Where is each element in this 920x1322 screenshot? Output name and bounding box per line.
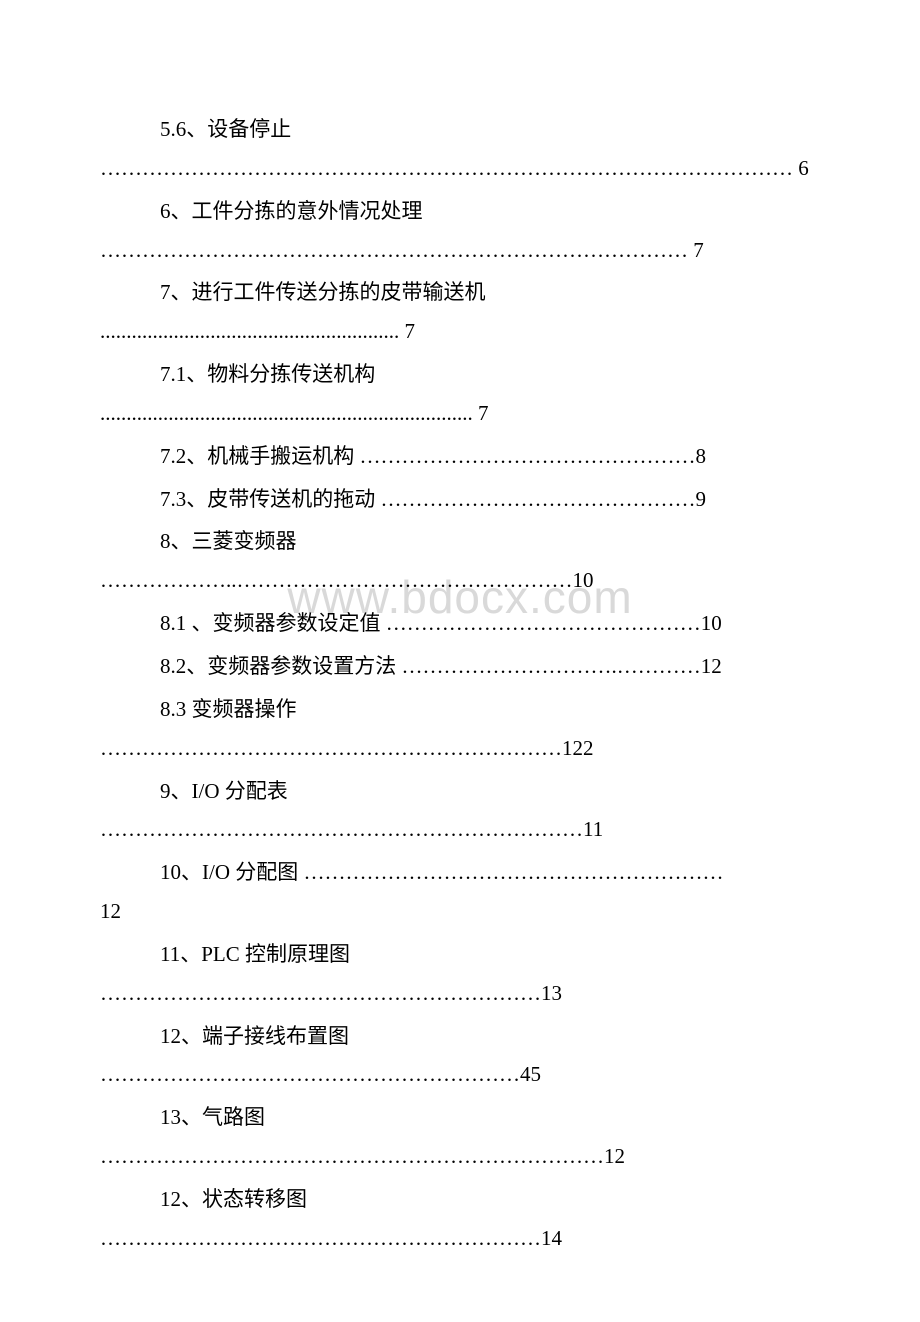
toc-entry: 7.3、皮带传送机的拖动 ………………………………………9: [100, 480, 820, 519]
toc-page: 12: [701, 654, 722, 678]
toc-leader: ………………………………………………………………………………………: [100, 156, 793, 180]
toc-title: 6、工件分拣的意外情况处理: [100, 192, 820, 231]
toc-page: 122: [562, 736, 594, 760]
toc-entry: 8.2、变频器参数设置方法 ………………………….…………12: [100, 647, 820, 686]
toc-page: 14: [541, 1226, 562, 1250]
toc-page: 12: [100, 899, 121, 923]
toc-page: 8: [696, 444, 707, 468]
toc-title: 12、端子接线布置图: [100, 1017, 820, 1056]
toc-leader: ………………………….…………: [402, 654, 701, 678]
toc-leader: ……………………………………………………: [304, 860, 724, 884]
toc-page: 7: [688, 238, 704, 262]
toc-leader: ………………………………………: [381, 487, 696, 511]
toc-title: 7.2、机械手搬运机构: [100, 444, 360, 468]
toc-page: 10: [573, 568, 594, 592]
toc-entry: 5.6、设备停止 ……………………………………………………………………………………: [100, 110, 820, 188]
toc-page: 11: [583, 817, 603, 841]
toc-leader: ........................................…: [100, 401, 473, 425]
toc-page: 12: [604, 1144, 625, 1168]
page-content: 5.6、设备停止 ……………………………………………………………………………………: [0, 0, 920, 1322]
toc-leader: …………………………………………………………: [100, 736, 562, 760]
toc-page: 10: [701, 611, 722, 635]
toc-title: 10、I/O 分配图: [100, 860, 304, 884]
toc-title: 7、进行工件传送分拣的皮带输送机: [100, 273, 820, 312]
toc-title: 8、三菱变频器: [100, 522, 820, 561]
toc-page: 13: [541, 981, 562, 1005]
toc-leader: ………………………………………: [386, 611, 701, 635]
toc-leader: …………………………………………: [360, 444, 696, 468]
toc-entry: 9、I/O 分配表 ……………………………………………………………11: [100, 772, 820, 850]
toc-entry: 6、工件分拣的意外情况处理 ………………………………………………………………………: [100, 192, 820, 270]
toc-entry: 11、PLC 控制原理图 ………………………………………………………13: [100, 935, 820, 1013]
toc-entry: 8、三菱变频器 ………………..…………………………………………10: [100, 522, 820, 600]
toc-entry: 7、进行工件传送分拣的皮带输送机 .......................…: [100, 273, 820, 351]
toc-leader: ………………..…………………………………………: [100, 568, 573, 592]
toc-entry: 7.2、机械手搬运机构 …………………………………………8: [100, 437, 820, 476]
toc-entry: 8.1 、变频器参数设定值 ………………………………………10: [100, 604, 820, 643]
toc-leader: ………………………………………………………: [100, 1226, 541, 1250]
toc-title: 5.6、设备停止: [100, 110, 820, 149]
toc-title: 8.2、变频器参数设置方法: [100, 654, 402, 678]
toc-title: 9、I/O 分配表: [100, 772, 820, 811]
toc-page: 7: [473, 401, 489, 425]
toc-entry: 10、I/O 分配图 …………………………………………………… 12: [100, 853, 820, 931]
toc-entry: 12、状态转移图 ………………………………………………………14: [100, 1180, 820, 1258]
toc-title: 8.1 、变频器参数设定值: [100, 611, 386, 635]
toc-entry: 12、端子接线布置图 ……………………………………………………45: [100, 1017, 820, 1095]
toc-title: 12、状态转移图: [100, 1180, 820, 1219]
toc-title: 7.1、物料分拣传送机构: [100, 355, 820, 394]
toc-title: 7.3、皮带传送机的拖动: [100, 487, 381, 511]
toc-entry: 8.3 变频器操作 …………………………………………………………122: [100, 690, 820, 768]
toc-page: 45: [520, 1062, 541, 1086]
toc-title: 11、PLC 控制原理图: [100, 935, 820, 974]
toc-page: 6: [793, 156, 809, 180]
toc-leader: ………………………………………………………: [100, 981, 541, 1005]
toc-title: 8.3 变频器操作: [100, 690, 820, 729]
toc-page: 9: [696, 487, 707, 511]
toc-leader: ……………………………………………………………: [100, 817, 583, 841]
toc-entry: 13、气路图 ………………………………………………………………12: [100, 1098, 820, 1176]
toc-title: 13、气路图: [100, 1098, 820, 1137]
toc-leader: …………………………………………………………………………: [100, 238, 688, 262]
toc-leader: ……………………………………………………: [100, 1062, 520, 1086]
toc-leader: ........................................…: [100, 319, 399, 343]
toc-leader: ………………………………………………………………: [100, 1144, 604, 1168]
toc-entry: 7.1、物料分拣传送机构 ...........................…: [100, 355, 820, 433]
toc-page: 7: [399, 319, 415, 343]
